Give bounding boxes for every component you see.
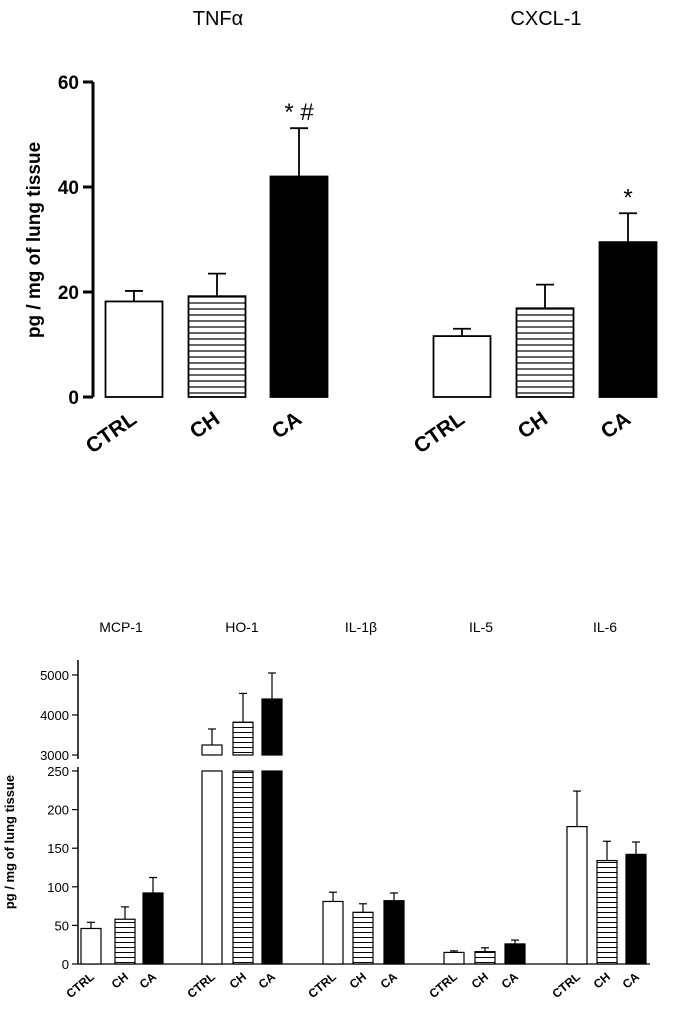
bottom-bar-ctrl: [443, 951, 465, 965]
bottom-y-tick-label: 3000: [40, 748, 69, 763]
bottom-group-title: IL-5: [469, 619, 493, 635]
bottom-bar-ca-lower: [261, 770, 283, 965]
bottom-category-label: CTRL: [549, 970, 583, 1001]
bottom-category-labels: CTRL CH CA CTRL CH CA CTRL CH CA CTRL CH CA CTRL CH CA: [63, 969, 642, 1001]
bottom-y-tick-label: 250: [47, 764, 69, 779]
bottom-y-tick-label: 50: [55, 918, 69, 933]
top-category-labels: CTRL CH CA CTRL CH CA: [82, 407, 635, 458]
bottom-bar-ch-upper: [232, 721, 254, 756]
bottom-y-tick-label: 4000: [40, 708, 69, 723]
bottom-category-label: CA: [378, 969, 401, 991]
top-y-tick-label: 0: [68, 388, 79, 409]
top-significance-mark: *: [623, 184, 632, 211]
bottom-category-label: CTRL: [184, 970, 218, 1001]
bottom-y-tick-label: 5000: [40, 668, 69, 683]
top-bar-ctrl: [432, 335, 492, 398]
bottom-group-title: MCP-1: [99, 619, 143, 635]
bottom-bar-ch: [474, 951, 496, 965]
top-group-title: CXCL-1: [510, 8, 581, 30]
bottom-bar-ch-lower: [232, 770, 254, 965]
bottom-group-title: HO-1: [225, 619, 259, 635]
bottom-y-tick-label: 150: [47, 841, 69, 856]
bottom-bar-ca: [625, 853, 647, 965]
top-group-title: TNFα: [193, 8, 243, 30]
top-y-tick-label: 60: [58, 73, 79, 94]
top-group-titles: TNFα CXCL-1: [193, 8, 582, 30]
bottom-bar-ctrl-upper: [201, 744, 223, 756]
bottom-category-label: CH: [109, 970, 131, 992]
top-category-label: CH: [514, 407, 552, 443]
bottom-bar-ctrl: [566, 825, 588, 965]
bottom-group-title: IL-6: [593, 619, 617, 635]
bottom-category-label: CA: [256, 969, 279, 991]
bottom-group-titles: MCP-1 HO-1 IL-1β IL-5 IL-6: [99, 619, 617, 635]
bottom-category-label: CH: [469, 970, 491, 992]
bottom-bar-ch: [352, 911, 374, 965]
top-category-label: CA: [597, 407, 635, 443]
bottom-category-label: CA: [499, 969, 522, 991]
bottom-bars: [80, 672, 647, 965]
bottom-bar-ca: [142, 892, 164, 965]
bottom-bar-ca: [383, 900, 405, 965]
bottom-bar-ctrl: [322, 900, 344, 965]
bottom-category-label: CA: [137, 969, 160, 991]
bottom-category-label: CTRL: [426, 970, 460, 1001]
top-chart: TNFα CXCL-1 0 20 40 60 * # * CTRL CH CA CTRL CH CA…: [24, 8, 658, 458]
bottom-bar-ca: [504, 943, 526, 965]
top-y-axis: 0 20 40 60: [58, 73, 95, 409]
top-bar-ca: [598, 241, 658, 398]
bottom-y-tick-label: 0: [62, 957, 69, 972]
bottom-bar-ch: [114, 918, 136, 965]
bottom-chart: MCP-1 HO-1 IL-1β IL-5 IL-6 0 50 100 150 200 25030…: [2, 619, 650, 1001]
bottom-category-label: CH: [591, 970, 613, 992]
top-y-axis-title: pg / mg of lung tissue: [24, 142, 45, 338]
bottom-bar-ca-upper: [261, 698, 283, 756]
top-category-label: CTRL: [410, 407, 469, 458]
bottom-y-tick-label: 100: [47, 880, 69, 895]
bottom-y-axis-title: pg / mg of lung tissue: [2, 775, 17, 909]
bottom-bar-ch: [596, 859, 618, 965]
bottom-category-label: CA: [620, 969, 643, 991]
bottom-category-label: CTRL: [63, 970, 97, 1001]
top-bar-ctrl: [104, 300, 164, 398]
top-y-tick-label: 40: [58, 178, 79, 199]
top-category-label: CH: [186, 407, 224, 443]
top-significance-mark: * #: [284, 99, 314, 126]
top-category-label: CA: [268, 407, 306, 443]
bottom-bar-ctrl: [80, 927, 102, 965]
bottom-category-label: CTRL: [305, 970, 339, 1001]
bottom-bar-ctrl-lower: [201, 770, 223, 965]
top-y-tick-label: 20: [58, 283, 79, 304]
bottom-y-tick-label: 200: [47, 803, 69, 818]
top-bar-ca: [269, 175, 329, 398]
top-category-label: CTRL: [82, 407, 141, 458]
top-bar-ch: [515, 307, 575, 398]
top-bars: * # *: [104, 99, 658, 398]
bottom-category-label: CH: [347, 970, 369, 992]
top-bar-ch: [187, 295, 247, 398]
bottom-category-label: CH: [227, 970, 249, 992]
bottom-group-title: IL-1β: [345, 619, 377, 635]
